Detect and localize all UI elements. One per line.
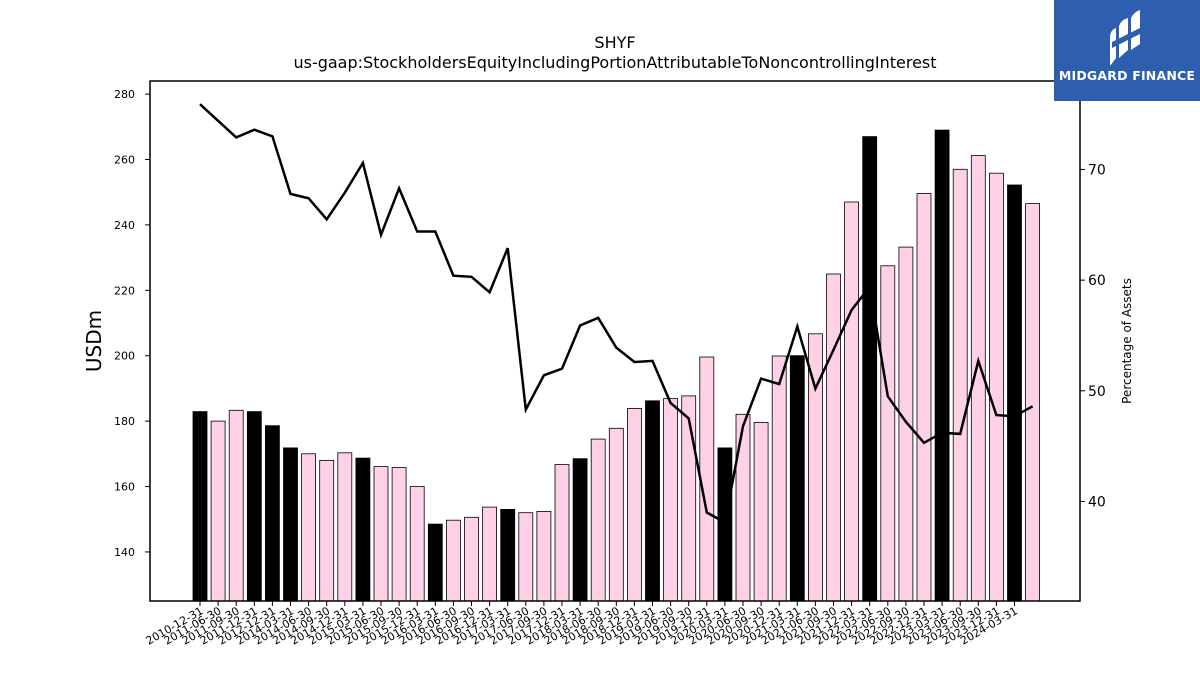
right-axis: 40 50 60 70 — [1080, 163, 1106, 510]
y-tick-label-left: 200 — [114, 350, 135, 363]
bar — [337, 452, 353, 602]
bar — [409, 486, 425, 602]
bar — [771, 355, 787, 602]
bar — [880, 265, 896, 602]
percent-line — [199, 103, 1034, 525]
left-axis: 140 160 180 200 220 240 260 280 — [114, 88, 150, 559]
bar — [645, 400, 660, 602]
bar — [753, 421, 769, 602]
bar — [608, 427, 624, 602]
bar — [283, 447, 298, 602]
y-tick-label-right: 40 — [1088, 494, 1106, 510]
chart-title: SHYF — [594, 33, 635, 52]
bar — [536, 510, 552, 602]
bar — [482, 506, 498, 602]
bar — [627, 407, 642, 602]
bar — [952, 168, 968, 602]
bar — [898, 246, 914, 602]
y-tick-label-left: 220 — [114, 284, 135, 297]
bar — [518, 512, 534, 602]
bar — [789, 355, 805, 602]
bar — [717, 447, 733, 602]
bar — [1025, 203, 1040, 602]
bar — [862, 136, 878, 602]
plot-frame — [149, 80, 1081, 602]
bar — [373, 466, 389, 602]
bar — [210, 420, 226, 602]
bar — [301, 453, 317, 602]
y-tick-label-left: 260 — [114, 153, 135, 166]
line-layer — [199, 103, 1034, 525]
bar — [427, 523, 443, 602]
bar — [192, 411, 208, 602]
bars-layer — [192, 129, 1040, 602]
bar — [989, 172, 1004, 602]
y-tick-label-left: 140 — [114, 546, 135, 559]
bar — [228, 409, 244, 602]
bar — [319, 459, 335, 602]
brand-logo: MIDGARD FINANCE — [1054, 0, 1200, 101]
bar — [246, 411, 262, 602]
bar — [572, 458, 588, 602]
bar — [681, 395, 697, 602]
bar — [916, 193, 932, 602]
y-tick-label-left: 240 — [114, 219, 135, 232]
bar — [264, 425, 280, 602]
bar — [464, 516, 479, 602]
bar — [934, 129, 950, 602]
bar — [826, 273, 841, 602]
bar — [844, 201, 859, 602]
y-tick-label-left: 180 — [114, 415, 135, 428]
bar — [445, 519, 461, 602]
bar — [391, 467, 407, 602]
y-axis-left-label: USDm — [82, 310, 106, 372]
x-axis: 2010-12-312011-06-302011-09-302011-12-31… — [144, 601, 1020, 648]
bar — [735, 413, 751, 602]
y-tick-label-right: 60 — [1088, 273, 1106, 289]
midgard-logo-icon — [1110, 10, 1140, 66]
bar — [663, 398, 678, 602]
bar — [500, 508, 516, 602]
bar — [554, 464, 570, 602]
bar — [355, 457, 371, 602]
chart-subtitle: us-gaap:StockholdersEquityIncludingPorti… — [293, 53, 936, 72]
y-tick-label-left: 160 — [114, 481, 135, 494]
bar — [699, 356, 715, 602]
y-tick-label-left: 280 — [114, 88, 135, 101]
y-tick-label-right: 50 — [1088, 384, 1106, 400]
bar — [1007, 184, 1022, 602]
bar — [590, 438, 606, 602]
brand-name: MIDGARD FINANCE — [1058, 68, 1196, 83]
y-axis-right-label: Percentage of Assets — [1120, 278, 1134, 404]
y-tick-label-right: 70 — [1088, 163, 1106, 179]
